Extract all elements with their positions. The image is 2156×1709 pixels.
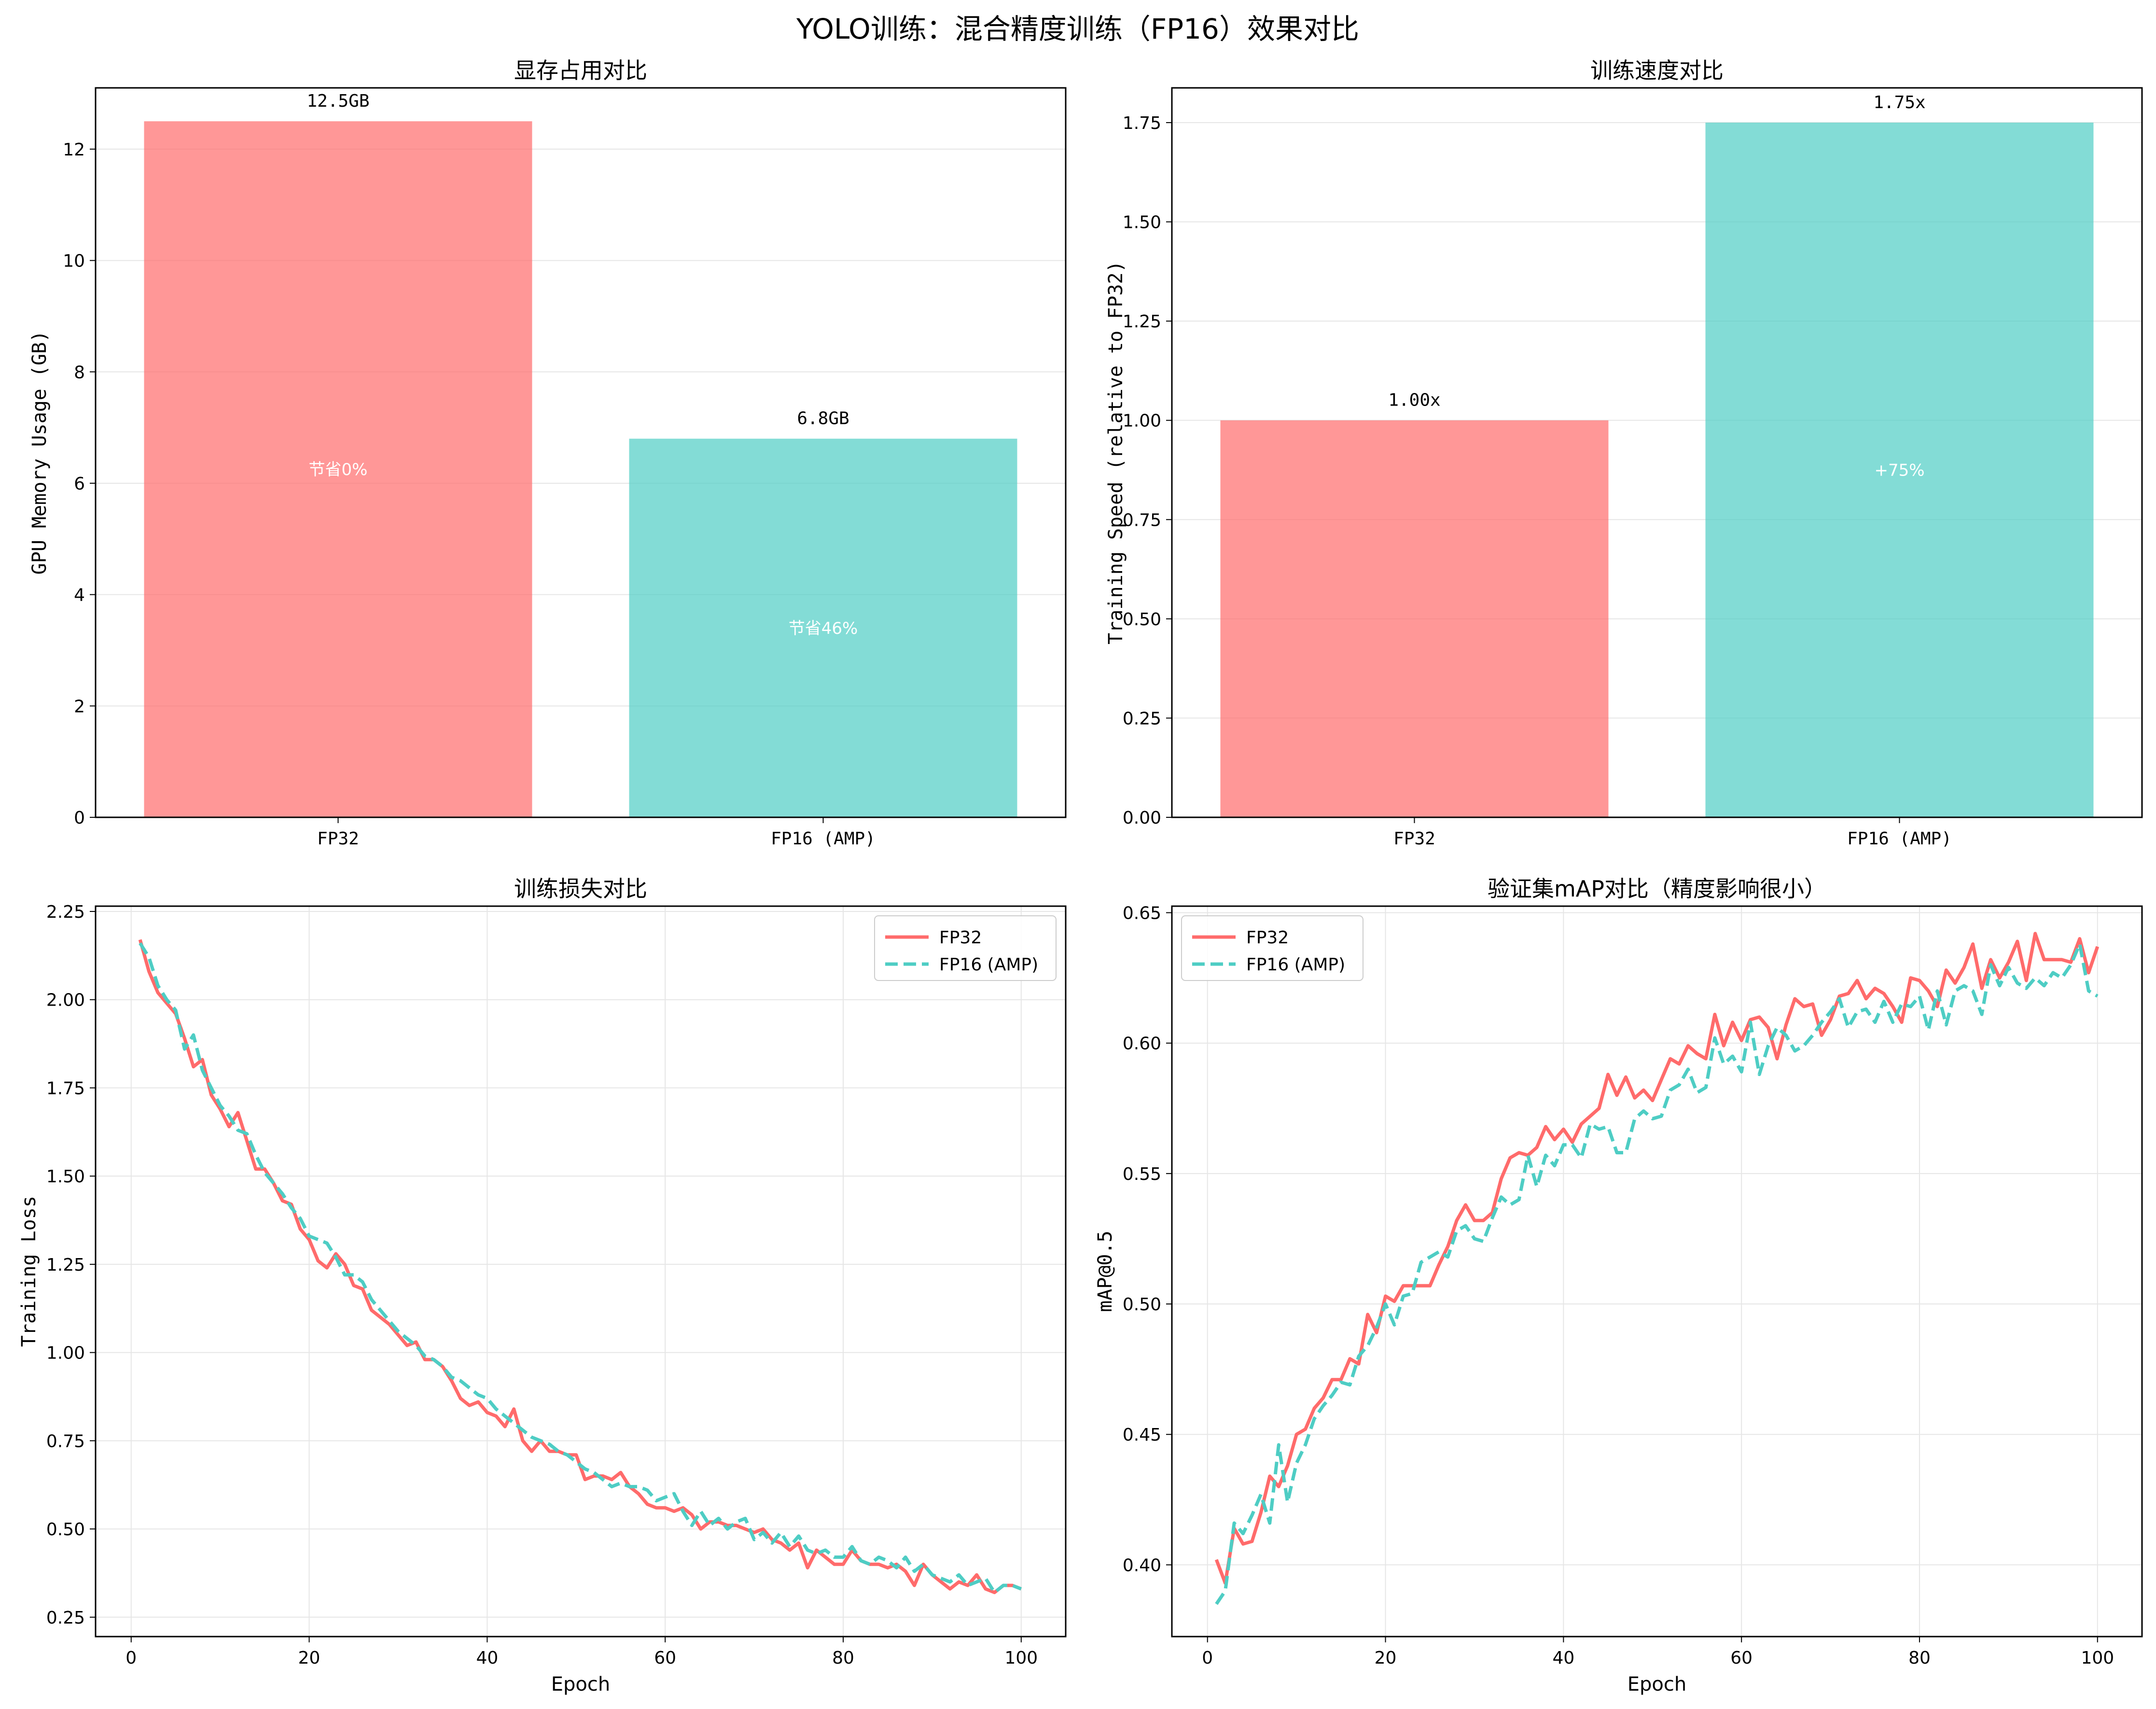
y-tick-label: 8 bbox=[74, 363, 85, 382]
y-tick-label: 0.75 bbox=[1123, 510, 1161, 530]
chart-title: 显存占用对比 bbox=[514, 57, 647, 84]
y-tick-label: 0.50 bbox=[1123, 1295, 1161, 1315]
x-tick-label: FP32 bbox=[1393, 829, 1435, 849]
x-tick-label: 80 bbox=[1908, 1648, 1931, 1668]
plot-frame bbox=[1171, 87, 2143, 818]
y-tick-label: 0.55 bbox=[1123, 1164, 1161, 1184]
bar-value-label: 1.75x bbox=[1873, 93, 1925, 112]
legend-label: FP16 (AMP) bbox=[1246, 955, 1345, 975]
x-tick-label: 20 bbox=[1375, 1648, 1397, 1668]
x-tick-label: 40 bbox=[476, 1648, 498, 1668]
bar-inner-label: 节省46% bbox=[789, 619, 858, 638]
legend-frame bbox=[1181, 915, 1363, 981]
y-tick-label: 1.00 bbox=[46, 1344, 85, 1363]
plot-frame bbox=[95, 905, 1067, 1638]
y-tick-label: 1.75 bbox=[1123, 113, 1161, 133]
y-tick-label: 6 bbox=[74, 474, 85, 494]
y-tick-label: 0.45 bbox=[1123, 1425, 1161, 1445]
chart-panel-3: 训练损失对比 0 20 40 60 80 100 Epoch FP32 FP16 (AMP) 0.2… bbox=[18, 876, 1067, 1695]
y-tick-label: 0.00 bbox=[1123, 808, 1161, 828]
y-tick-label: 0.25 bbox=[1123, 709, 1161, 728]
bar-value-label: 6.8GB bbox=[797, 409, 849, 429]
y-tick-label: 10 bbox=[63, 252, 85, 271]
y-axis-label: Training Loss bbox=[18, 1196, 40, 1347]
y-tick-label: 1.25 bbox=[46, 1255, 85, 1275]
legend: FP32 FP16 (AMP) bbox=[874, 915, 1057, 981]
y-tick-label: 1.50 bbox=[46, 1167, 85, 1187]
x-tick-label: FP16 (AMP) bbox=[771, 829, 876, 849]
y-tick-label: 2.00 bbox=[46, 991, 85, 1010]
bar-inner-label: 节省0% bbox=[309, 460, 368, 479]
chart-panel-4: 验证集mAP对比（精度影响很小） 0 20 40 60 80 100 Epoch FP32 FP1… bbox=[1094, 876, 2143, 1695]
x-tick-label: 60 bbox=[1730, 1648, 1753, 1668]
chart-title: 训练速度对比 bbox=[1590, 57, 1724, 84]
series-line-fp16 bbox=[139, 942, 1022, 1595]
series-line-fp32 bbox=[1214, 932, 2100, 1585]
y-tick-label: 0.50 bbox=[1123, 610, 1161, 630]
x-tick-label: 40 bbox=[1552, 1648, 1574, 1668]
chart-panel-2: 训练速度对比 1.00x FP32 1.75x +75% FP16 (AMP) 0.00 0.… bbox=[1105, 57, 2143, 849]
y-tick-label: 0.40 bbox=[1123, 1555, 1161, 1575]
bar bbox=[1705, 122, 2094, 817]
x-tick-label: FP32 bbox=[317, 829, 359, 849]
y-axis-label: Training Speed (relative to FP32) bbox=[1105, 261, 1127, 644]
y-tick-label: 1.75 bbox=[46, 1079, 85, 1098]
x-tick-label: 100 bbox=[2081, 1648, 2114, 1668]
bar-value-label: 12.5GB bbox=[306, 91, 369, 111]
y-tick-label: 2.25 bbox=[46, 902, 85, 922]
bar bbox=[144, 121, 532, 818]
x-tick-label: 80 bbox=[832, 1648, 854, 1668]
y-tick-label: 0.50 bbox=[46, 1520, 85, 1540]
chart-panels: 显存占用对比 12.5GB 节省0% FP32 6.8GB 节省46% FP16 (AMP)… bbox=[18, 57, 2143, 1695]
y-tick-label: 0.65 bbox=[1123, 904, 1161, 924]
x-axis-label: Epoch bbox=[1627, 1673, 1686, 1695]
x-tick-label: 0 bbox=[1202, 1648, 1213, 1668]
bar-inner-label: +75% bbox=[1874, 461, 1924, 480]
bar bbox=[629, 438, 1017, 817]
x-tick-label: 0 bbox=[125, 1648, 137, 1668]
y-tick-label: 2 bbox=[74, 697, 85, 716]
y-tick-label: 0.25 bbox=[46, 1608, 85, 1628]
legend-frame bbox=[874, 915, 1057, 981]
y-axis-label: mAP@0.5 bbox=[1094, 1231, 1116, 1312]
plot-frame bbox=[95, 87, 1067, 818]
chart-title: 验证集mAP对比（精度影响很小） bbox=[1488, 876, 1826, 902]
x-axis-label: Epoch bbox=[551, 1673, 610, 1695]
x-tick-label: 20 bbox=[298, 1648, 320, 1668]
y-tick-label: 1.25 bbox=[1123, 312, 1161, 332]
y-tick-label: 4 bbox=[74, 586, 85, 605]
y-tick-label: 0.60 bbox=[1123, 1034, 1161, 1054]
x-tick-label: 100 bbox=[1004, 1648, 1038, 1668]
plot-frame bbox=[1171, 905, 2143, 1638]
chart-panel-1: 显存占用对比 12.5GB 节省0% FP32 6.8GB 节省46% FP16 (AMP)… bbox=[28, 57, 1067, 849]
y-tick-label: 1.00 bbox=[1123, 411, 1161, 431]
x-tick-label: FP16 (AMP) bbox=[1847, 829, 1952, 849]
y-tick-label: 12 bbox=[63, 140, 85, 160]
chart-title: 训练损失对比 bbox=[514, 876, 647, 902]
series-line-fp16 bbox=[1215, 942, 2099, 1605]
legend-label: FP32 bbox=[1246, 928, 1289, 948]
figure-title: YOLO训练：混合精度训练（FP16）效果对比 bbox=[796, 13, 1359, 45]
y-tick-label: 0 bbox=[74, 808, 85, 828]
y-tick-label: 1.50 bbox=[1123, 213, 1161, 233]
y-tick-label: 0.75 bbox=[46, 1431, 85, 1451]
bar bbox=[1220, 420, 1609, 817]
legend: FP32 FP16 (AMP) bbox=[1181, 915, 1363, 981]
legend-label: FP32 bbox=[939, 928, 982, 948]
y-axis-label: GPU Memory Usage (GB) bbox=[28, 331, 51, 575]
x-tick-label: 60 bbox=[654, 1648, 676, 1668]
legend-label: FP16 (AMP) bbox=[939, 955, 1038, 975]
bar-value-label: 1.00x bbox=[1388, 391, 1440, 410]
